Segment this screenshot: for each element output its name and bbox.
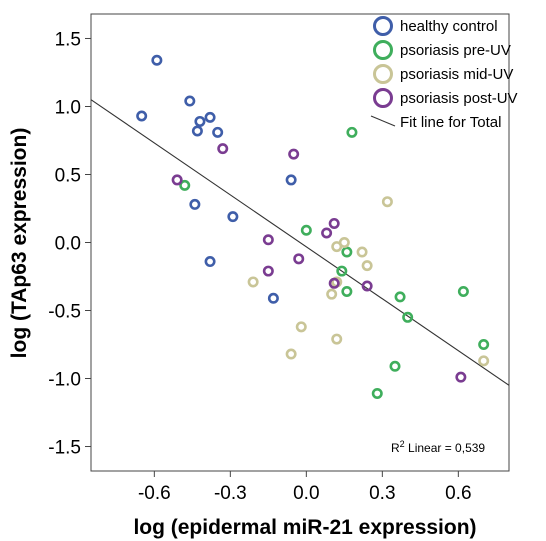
x-tick-label: -0.6: [138, 483, 171, 504]
data-point-series-2: [179, 179, 191, 191]
data-point-series-4: [217, 143, 229, 155]
data-point-series-3: [361, 260, 373, 272]
data-point-series-3: [331, 333, 343, 345]
data-point-series-1: [194, 115, 206, 127]
data-point-series-3: [247, 276, 259, 288]
x-axis-title: log (epidermal miR-21 expression): [133, 516, 476, 539]
legend-label: psoriasis pre-UV: [400, 42, 511, 59]
y-axis: 1.5 1.0 0.5 0.0 -0.5 -1.0 -1.5: [48, 29, 91, 459]
data-point-series-4: [262, 265, 274, 277]
data-point-series-4: [455, 371, 467, 383]
data-point-series-2: [457, 285, 469, 297]
data-point-series-3: [331, 241, 343, 253]
legend-label: healthy control: [400, 18, 498, 35]
data-point-series-2: [389, 360, 401, 372]
y-tick-label: -1.5: [48, 438, 81, 459]
legend-marker: [373, 64, 393, 84]
data-point-series-2: [394, 291, 406, 303]
data-point-series-1: [204, 256, 216, 268]
y-tick-label: -0.5: [48, 302, 81, 323]
data-point-series-1: [191, 125, 203, 137]
fit-line: [90, 99, 510, 386]
data-point-series-4: [328, 217, 340, 229]
data-point-series-2: [336, 265, 348, 277]
data-point-series-3: [478, 355, 490, 367]
legend-label: psoriasis post-UV: [400, 90, 518, 107]
legend-fit-line-marker: [370, 115, 396, 127]
data-point-series-1: [212, 126, 224, 138]
data-point-series-2: [341, 285, 353, 297]
data-point-series-2: [402, 311, 414, 323]
data-point-series-4: [171, 174, 183, 186]
data-point-series-1: [136, 110, 148, 122]
y-tick-label: 0.0: [55, 234, 81, 255]
data-point-series-4: [361, 280, 373, 292]
x-axis: -0.6 -0.3 0.0 0.3 0.6: [138, 471, 472, 504]
data-point-series-3: [381, 196, 393, 208]
y-tick-label: 1.0: [55, 97, 81, 118]
data-point-series-2: [346, 126, 358, 138]
data-point-series-1: [184, 95, 196, 107]
data-point-series-4: [328, 277, 340, 289]
data-point-series-2: [341, 246, 353, 258]
data-point-series-3: [356, 246, 368, 258]
legend-label: psoriasis mid-UV: [400, 66, 513, 83]
x-tick-label: 0.3: [369, 483, 395, 504]
legend-marker: [373, 88, 393, 108]
data-point-series-3: [326, 288, 338, 300]
x-tick-label: 0.0: [293, 483, 319, 504]
y-axis-title: log (TAp63 expression): [8, 128, 31, 359]
data-point-series-4: [293, 253, 305, 265]
y-tick-label: -1.0: [48, 370, 81, 391]
legend-marker: [373, 16, 393, 36]
data-point-series-1: [204, 111, 216, 123]
y-tick-label: 1.5: [55, 29, 81, 50]
legend: healthy control psoriasis pre-UV psoriasis…: [370, 16, 518, 131]
data-point-series-2: [371, 387, 383, 399]
data-points: [136, 54, 490, 399]
data-point-series-1: [285, 174, 297, 186]
data-point-series-1: [189, 198, 201, 210]
data-point-series-4: [288, 148, 300, 160]
data-point-series-4: [262, 234, 274, 246]
r2-annotation: R2 Linear = 0,539: [391, 439, 485, 455]
data-point-series-2: [478, 339, 490, 351]
data-point-series-3: [295, 321, 307, 333]
data-point-series-1: [151, 54, 163, 66]
x-tick-label: 0.6: [445, 483, 471, 504]
legend-label: Fit line for Total: [400, 114, 501, 131]
data-point-series-3: [285, 348, 297, 360]
x-tick-label: -0.3: [214, 483, 247, 504]
y-tick-label: 0.5: [55, 165, 81, 186]
data-point-series-1: [267, 292, 279, 304]
data-point-series-1: [227, 211, 239, 223]
data-point-series-2: [300, 224, 312, 236]
data-point-series-4: [321, 227, 333, 239]
legend-marker: [373, 40, 393, 60]
